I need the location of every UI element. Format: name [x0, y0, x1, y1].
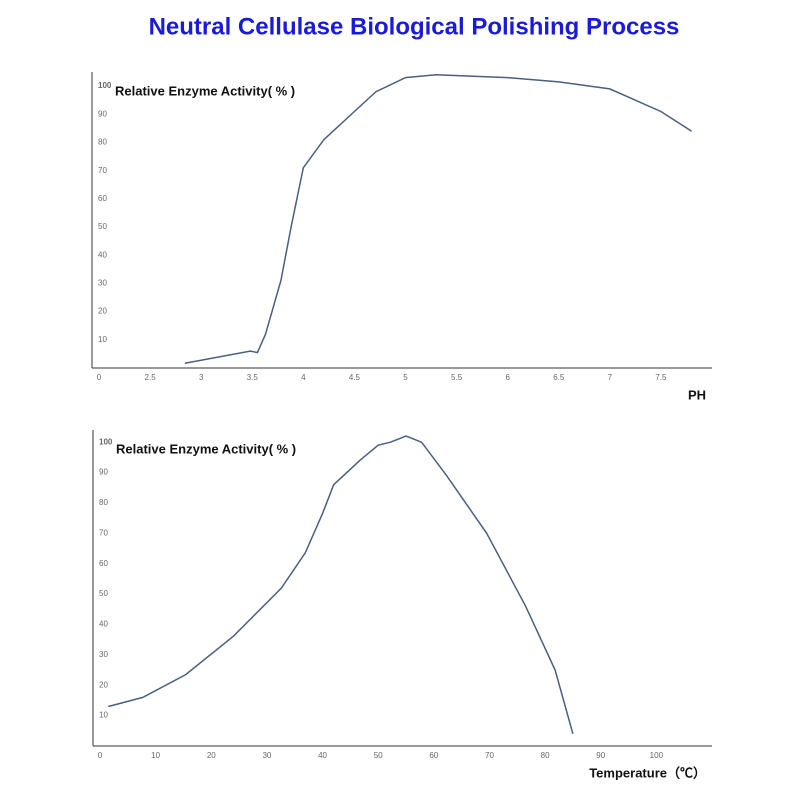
y-tick-label: 20: [98, 307, 107, 316]
x-tick-label: 4: [301, 373, 306, 382]
y-tick-label: 90: [98, 109, 107, 118]
y-tick-label: 60: [98, 194, 107, 203]
x-tick-label: 7.5: [655, 373, 667, 382]
x-tick-label: 5.5: [451, 373, 463, 382]
y-tick-label: 30: [98, 279, 107, 288]
x-tick-label: 70: [485, 751, 494, 760]
y-axis-label: Relative Enzyme Activity( % ): [115, 83, 295, 98]
x-tick-label: 6.5: [553, 373, 565, 382]
y-tick-label: 100: [98, 81, 112, 90]
y-tick-label: 40: [99, 620, 108, 629]
x-tick-label: 4.5: [349, 373, 361, 382]
y-tick-label: 10: [99, 711, 108, 720]
x-tick-label: 2.5: [145, 373, 157, 382]
y-tick-label: 10: [98, 335, 107, 344]
y-tick-label: 20: [99, 680, 108, 689]
x-tick-label: 60: [429, 751, 438, 760]
y-axis-label: Relative Enzyme Activity( % ): [116, 441, 296, 456]
y-tick-label: 70: [98, 166, 107, 175]
y-tick-label: 70: [99, 528, 108, 537]
x-tick-label: 30: [262, 751, 271, 760]
x-tick-label: 10: [151, 751, 160, 760]
x-tick-label: 90: [596, 751, 605, 760]
y-tick-label: 50: [98, 222, 107, 231]
x-tick-label: 100: [650, 751, 664, 760]
y-tick-label: 60: [99, 559, 108, 568]
data-line: [184, 74, 693, 364]
x-axis-label: Temperature（℃）: [589, 765, 706, 780]
y-tick-label: 90: [99, 468, 108, 477]
x-tick-label: 3: [199, 373, 204, 382]
x-tick-label: 6: [505, 373, 510, 382]
x-tick-label: 7: [608, 373, 613, 382]
x-axis-label: PH: [688, 387, 706, 402]
page-title: Neutral Cellulase Biological Polishing P…: [149, 13, 680, 40]
x-tick-label: 50: [374, 751, 383, 760]
x-tick-label: 5: [403, 373, 408, 382]
x-tick-label: 0: [97, 373, 102, 382]
y-tick-label: 80: [98, 138, 107, 147]
x-tick-label: 40: [318, 751, 327, 760]
x-tick-label: 0: [98, 751, 103, 760]
data-line: [108, 435, 574, 735]
y-tick-label: 80: [99, 498, 108, 507]
y-tick-label: 50: [99, 589, 108, 598]
x-tick-label: 3.5: [247, 373, 259, 382]
y-tick-label: 40: [98, 250, 107, 259]
y-tick-label: 100: [99, 437, 113, 446]
x-tick-label: 80: [541, 751, 550, 760]
x-tick-label: 20: [207, 751, 216, 760]
y-tick-label: 30: [99, 650, 108, 659]
